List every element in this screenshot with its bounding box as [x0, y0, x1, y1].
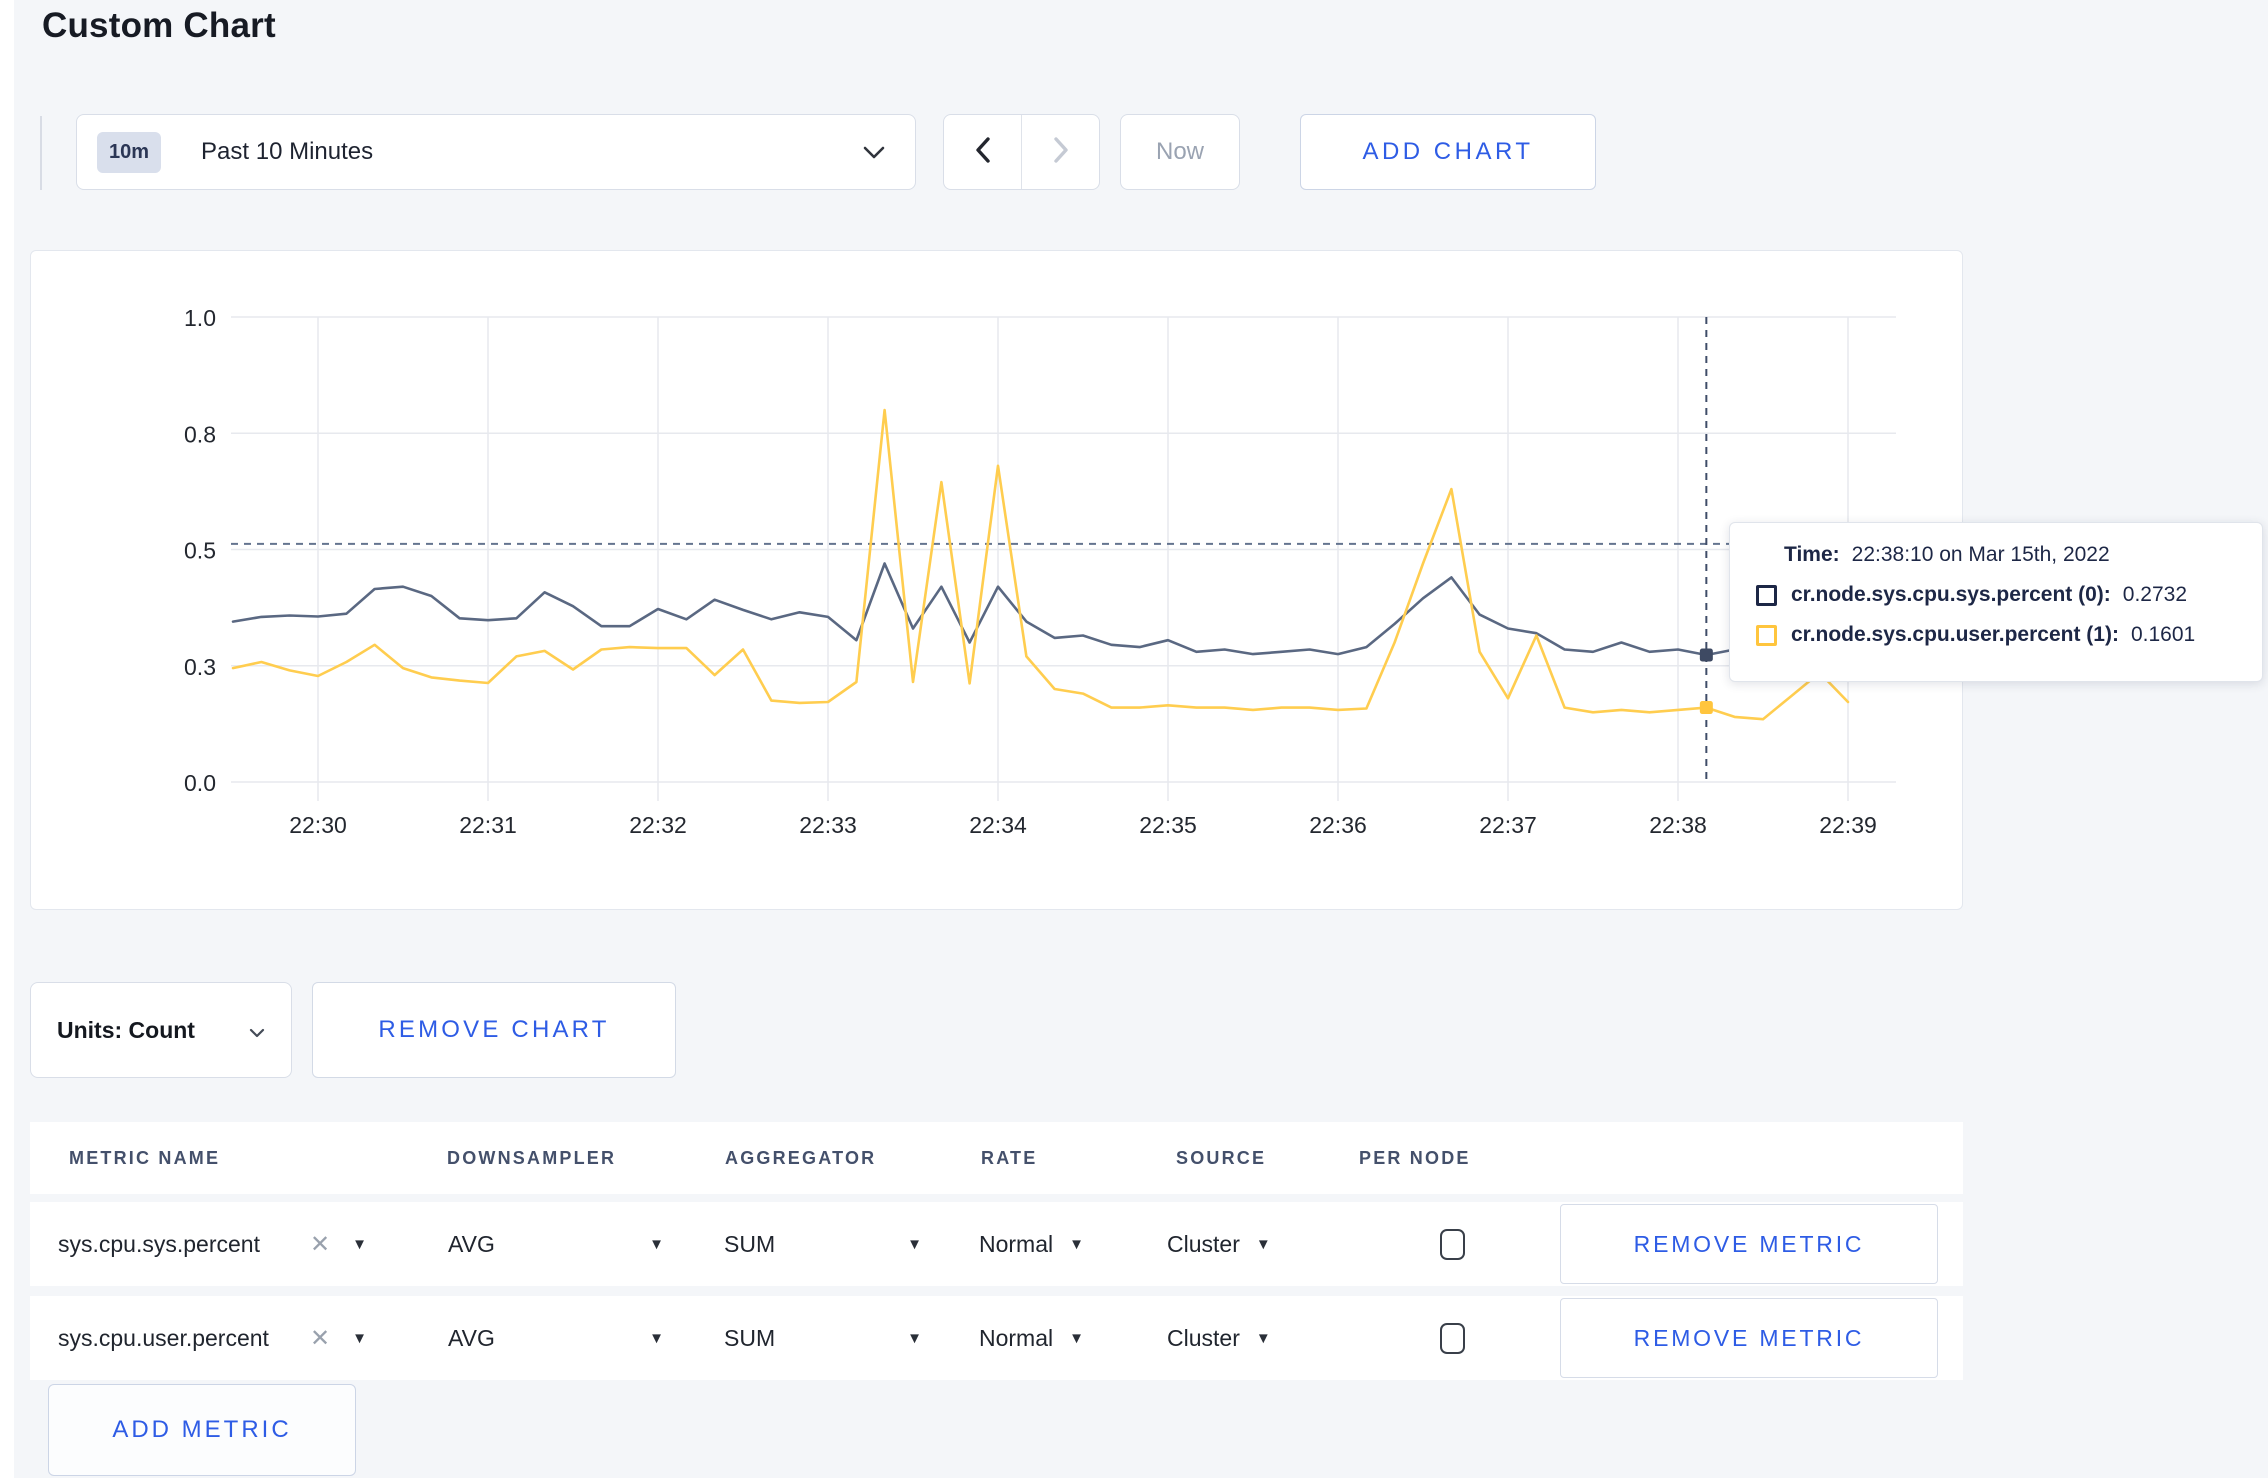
downsampler-dropdown[interactable]: AVG ▼ [448, 1202, 664, 1286]
now-button[interactable]: Now [1120, 114, 1240, 190]
source-dropdown[interactable]: Cluster ▼ [1167, 1202, 1271, 1286]
caret-down-icon: ▼ [1255, 1235, 1271, 1253]
clear-metric-icon[interactable]: ✕ [310, 1230, 331, 1258]
aggregator-dropdown[interactable]: SUM ▼ [724, 1202, 922, 1286]
caret-down-icon: ▼ [1069, 1235, 1084, 1253]
svg-text:0.5: 0.5 [184, 538, 216, 564]
time-range-badge: 10m [97, 131, 162, 173]
tooltip-time-value: 22:38:10 on Mar 15th, 2022 [1851, 543, 2110, 566]
caret-down-icon: ▼ [907, 1329, 922, 1347]
svg-text:22:38: 22:38 [1649, 812, 1707, 838]
tooltip-series-value: 0.1601 [2130, 623, 2196, 646]
per-node-checkbox[interactable] [1439, 1322, 1465, 1354]
tooltip-time-label: Time: [1784, 543, 1840, 566]
svg-text:22:31: 22:31 [459, 812, 517, 838]
column-header-rate: RATE [981, 1147, 1038, 1168]
column-header-source: SOURCE [1176, 1147, 1267, 1168]
metric-row: sys.cpu.user.percent ✕ ▼ AVG ▼ SUM ▼ Nor… [30, 1296, 1963, 1380]
metric-name: sys.cpu.user.percent [58, 1324, 269, 1351]
add-chart-button[interactable]: ADD CHART [1300, 114, 1596, 190]
caret-down-icon: ▼ [352, 1329, 367, 1347]
tooltip-series-row: cr.node.sys.cpu.sys.percent (0): 0.2732 [1730, 567, 2262, 607]
chevron-down-icon [249, 1017, 265, 1044]
caret-down-icon: ▼ [1255, 1329, 1271, 1347]
window-edge [0, 0, 14, 1478]
aggregator-value: SUM [724, 1230, 776, 1257]
column-header-per-node: PER NODE [1359, 1147, 1471, 1168]
rate-value: Normal [979, 1324, 1054, 1351]
remove-metric-button[interactable]: REMOVE METRIC [1560, 1298, 1938, 1378]
svg-text:22:35: 22:35 [1139, 812, 1197, 838]
tooltip-series-value: 0.2732 [2122, 583, 2188, 606]
toolbar-divider [40, 116, 42, 190]
caret-down-icon: ▼ [649, 1329, 664, 1347]
svg-text:22:32: 22:32 [629, 812, 687, 838]
series-user-swatch-icon [1756, 624, 1777, 646]
chart-card: 0.0 0.3 0.5 0.8 1.0 22:30 22:31 22:32 22:33 22:34… [30, 250, 2263, 911]
time-range-label: Past 10 Minutes [201, 138, 374, 165]
rate-value: Normal [979, 1230, 1054, 1257]
tooltip-series-label: cr.node.sys.cpu.user.percent (1): [1791, 623, 2119, 646]
chart-plot[interactable]: 0.0 0.3 0.5 0.8 1.0 22:30 22:31 22:32 22:33 22:34… [31, 251, 1964, 911]
time-nav-group [943, 114, 1100, 190]
tooltip-series-label: cr.node.sys.cpu.sys.percent (0): [1791, 583, 2111, 606]
metric-name-dropdown[interactable]: sys.cpu.user.percent ✕ ▼ [58, 1296, 367, 1380]
caret-down-icon: ▼ [352, 1235, 367, 1253]
source-value: Cluster [1167, 1324, 1240, 1351]
aggregator-dropdown[interactable]: SUM ▼ [724, 1296, 922, 1380]
rate-dropdown[interactable]: Normal ▼ [979, 1202, 1084, 1286]
chevron-right-icon [1052, 136, 1070, 169]
caret-down-icon: ▼ [907, 1235, 922, 1253]
column-header-metric-name: METRIC NAME [69, 1147, 221, 1168]
svg-text:22:39: 22:39 [1819, 812, 1877, 838]
chart-hover-tooltip: Time: 22:38:10 on Mar 15th, 2022 cr.node… [1729, 522, 2263, 682]
svg-text:22:36: 22:36 [1309, 812, 1367, 838]
caret-down-icon: ▼ [1069, 1329, 1084, 1347]
chevron-left-icon [974, 136, 992, 169]
series-sys-swatch-icon [1756, 584, 1777, 606]
svg-text:22:30: 22:30 [289, 812, 347, 838]
remove-metric-button[interactable]: REMOVE METRIC [1560, 1204, 1938, 1284]
downsampler-value: AVG [448, 1324, 495, 1351]
next-time-button[interactable] [1022, 115, 1099, 189]
caret-down-icon: ▼ [649, 1235, 664, 1253]
svg-text:0.0: 0.0 [184, 770, 216, 796]
downsampler-dropdown[interactable]: AVG ▼ [448, 1296, 664, 1380]
per-node-cell [1422, 1202, 1482, 1286]
metric-row: sys.cpu.sys.percent ✕ ▼ AVG ▼ SUM ▼ Norm… [30, 1202, 1963, 1286]
remove-chart-button[interactable]: REMOVE CHART [312, 982, 676, 1078]
svg-text:0.3: 0.3 [184, 654, 216, 680]
svg-text:22:33: 22:33 [799, 812, 857, 838]
time-range-select[interactable]: 10m Past 10 Minutes [76, 114, 916, 190]
clear-metric-icon[interactable]: ✕ [310, 1324, 331, 1352]
metric-name: sys.cpu.sys.percent [58, 1230, 260, 1257]
page-title: Custom Chart [42, 6, 276, 45]
tooltip-time-row: Time: 22:38:10 on Mar 15th, 2022 [1730, 523, 2262, 567]
metrics-table-header: METRIC NAME DOWNSAMPLER AGGREGATOR RATE … [30, 1122, 1963, 1194]
prev-time-button[interactable] [944, 115, 1022, 189]
svg-text:22:34: 22:34 [969, 812, 1027, 838]
rate-dropdown[interactable]: Normal ▼ [979, 1296, 1084, 1380]
units-select[interactable]: Units: Count [30, 982, 292, 1078]
svg-text:22:37: 22:37 [1479, 812, 1537, 838]
source-dropdown[interactable]: Cluster ▼ [1167, 1296, 1271, 1380]
units-label: Units: Count [57, 1016, 195, 1043]
downsampler-value: AVG [448, 1230, 495, 1257]
column-header-aggregator: AGGREGATOR [725, 1147, 877, 1168]
add-metric-button[interactable]: ADD METRIC [48, 1384, 356, 1476]
svg-text:0.8: 0.8 [184, 421, 216, 447]
chevron-down-icon [863, 146, 885, 159]
per-node-cell [1422, 1296, 1482, 1380]
svg-text:1.0: 1.0 [184, 305, 216, 331]
metric-name-dropdown[interactable]: sys.cpu.sys.percent ✕ ▼ [58, 1202, 367, 1286]
source-value: Cluster [1167, 1230, 1240, 1257]
tooltip-series-row: cr.node.sys.cpu.user.percent (1): 0.1601 [1730, 607, 2262, 647]
aggregator-value: SUM [724, 1324, 776, 1351]
per-node-checkbox[interactable] [1439, 1228, 1465, 1260]
column-header-downsampler: DOWNSAMPLER [447, 1147, 617, 1168]
